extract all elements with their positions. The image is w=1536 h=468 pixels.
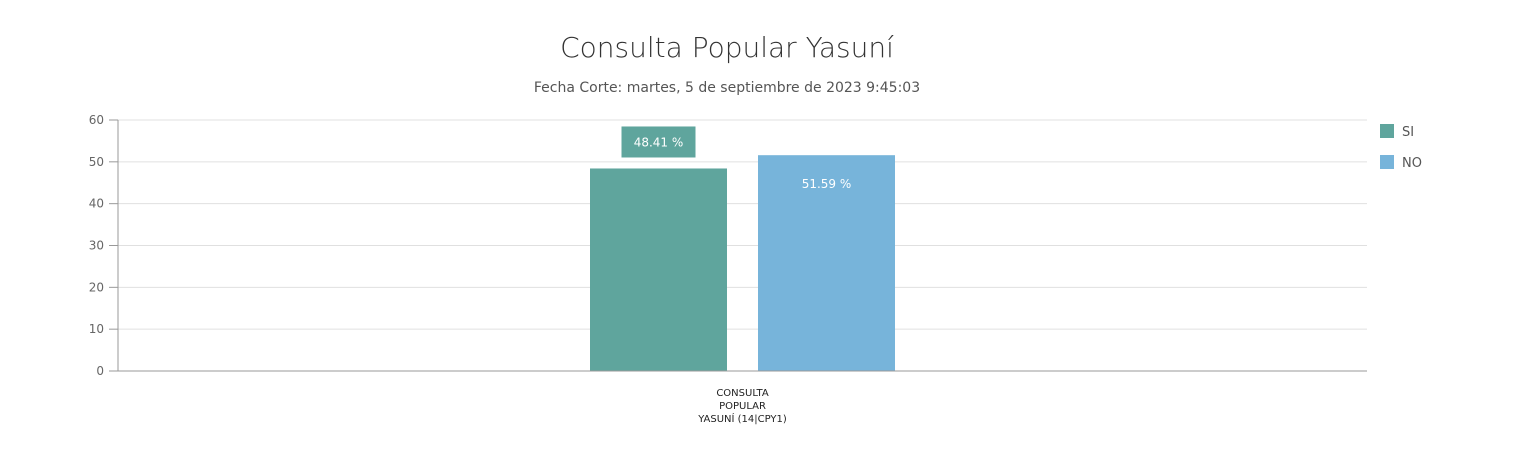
legend-swatch-si[interactable] [1380, 124, 1394, 138]
y-axis: 0 10 20 30 40 50 60 [89, 113, 119, 378]
chart-title: Consulta Popular Yasuní [560, 31, 894, 64]
chart-subtitle: Fecha Corte: martes, 5 de septiembre de … [534, 80, 920, 96]
legend-label-no[interactable]: NO [1402, 156, 1422, 171]
bar-no[interactable] [758, 155, 895, 371]
gridlines [118, 119, 1367, 330]
y-tick-label: 20 [89, 280, 104, 294]
y-tick-label: 60 [89, 113, 104, 127]
data-label-badge-si [621, 126, 696, 158]
x-tick-label: YASUNÍ (14|CPY1) [697, 412, 787, 425]
legend-swatch-no[interactable] [1380, 155, 1394, 169]
bars: 51.59 % 48.41 % [590, 126, 895, 371]
data-label-si: 48.41 % [634, 135, 684, 149]
legend: SI NO [1380, 124, 1422, 171]
data-label-no: 51.59 % [802, 177, 852, 191]
y-tick-label: 0 [96, 364, 104, 378]
legend-label-si[interactable]: SI [1402, 125, 1414, 140]
x-tick-label: CONSULTA [716, 388, 769, 399]
y-tick-label: 40 [89, 197, 104, 211]
y-tick-label: 30 [89, 239, 104, 253]
bar-si[interactable] [590, 168, 727, 371]
x-tick-label: POPULAR [719, 401, 766, 412]
y-tick-label: 50 [89, 155, 104, 169]
y-tick-label: 10 [89, 322, 104, 336]
